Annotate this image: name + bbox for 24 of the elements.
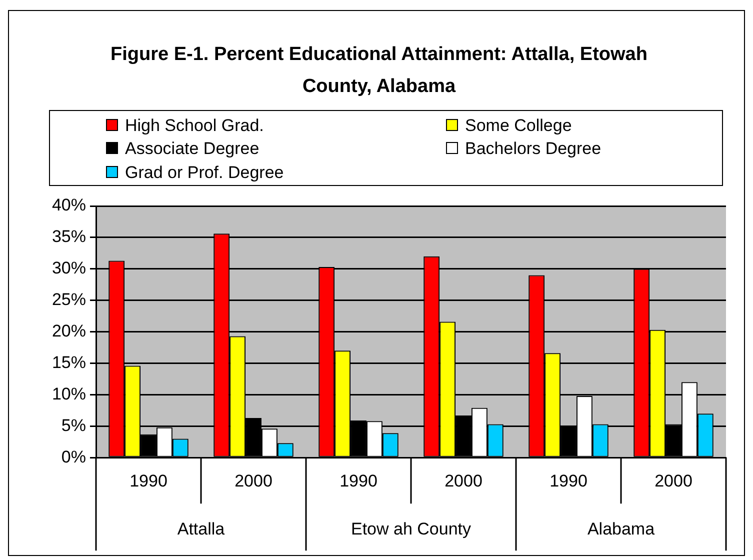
x-tick-label: 2000 [444,471,482,490]
x-tick-label: 2000 [654,471,692,490]
y-tick-label: 10% [52,384,86,404]
chart-title: Figure E-1. Percent Educational Attainment: Attalla, Etowah County, Alabama [109,43,648,99]
y-tick-label: 40% [52,196,86,215]
x-tick-label: 1990 [130,471,168,490]
y-tick-label: 0% [61,447,86,466]
x-tick-label: 1990 [340,471,378,490]
x-tick-label: 1990 [550,471,588,490]
legend-label: Grad or Prof. Degree [124,162,285,184]
y-tick-label: 15% [52,352,86,372]
y-tick-label: 25% [52,290,86,310]
text: Attalla [177,519,226,538]
x-tick-label: 2000 [234,471,272,490]
legend-label: Bachelors Degree [464,138,602,160]
y-tick-label: 20% [52,321,86,340]
y-tick-label: 30% [52,258,86,278]
legend-label: Some College [464,115,573,137]
y-tick-label: 35% [52,227,86,246]
y-tick-label: 5% [61,416,86,435]
legend-label: Associate Degree [124,138,260,160]
text: Etow ah County [350,519,472,538]
legend-label: High School Grad. [124,115,265,137]
text: Alabama [587,519,656,538]
